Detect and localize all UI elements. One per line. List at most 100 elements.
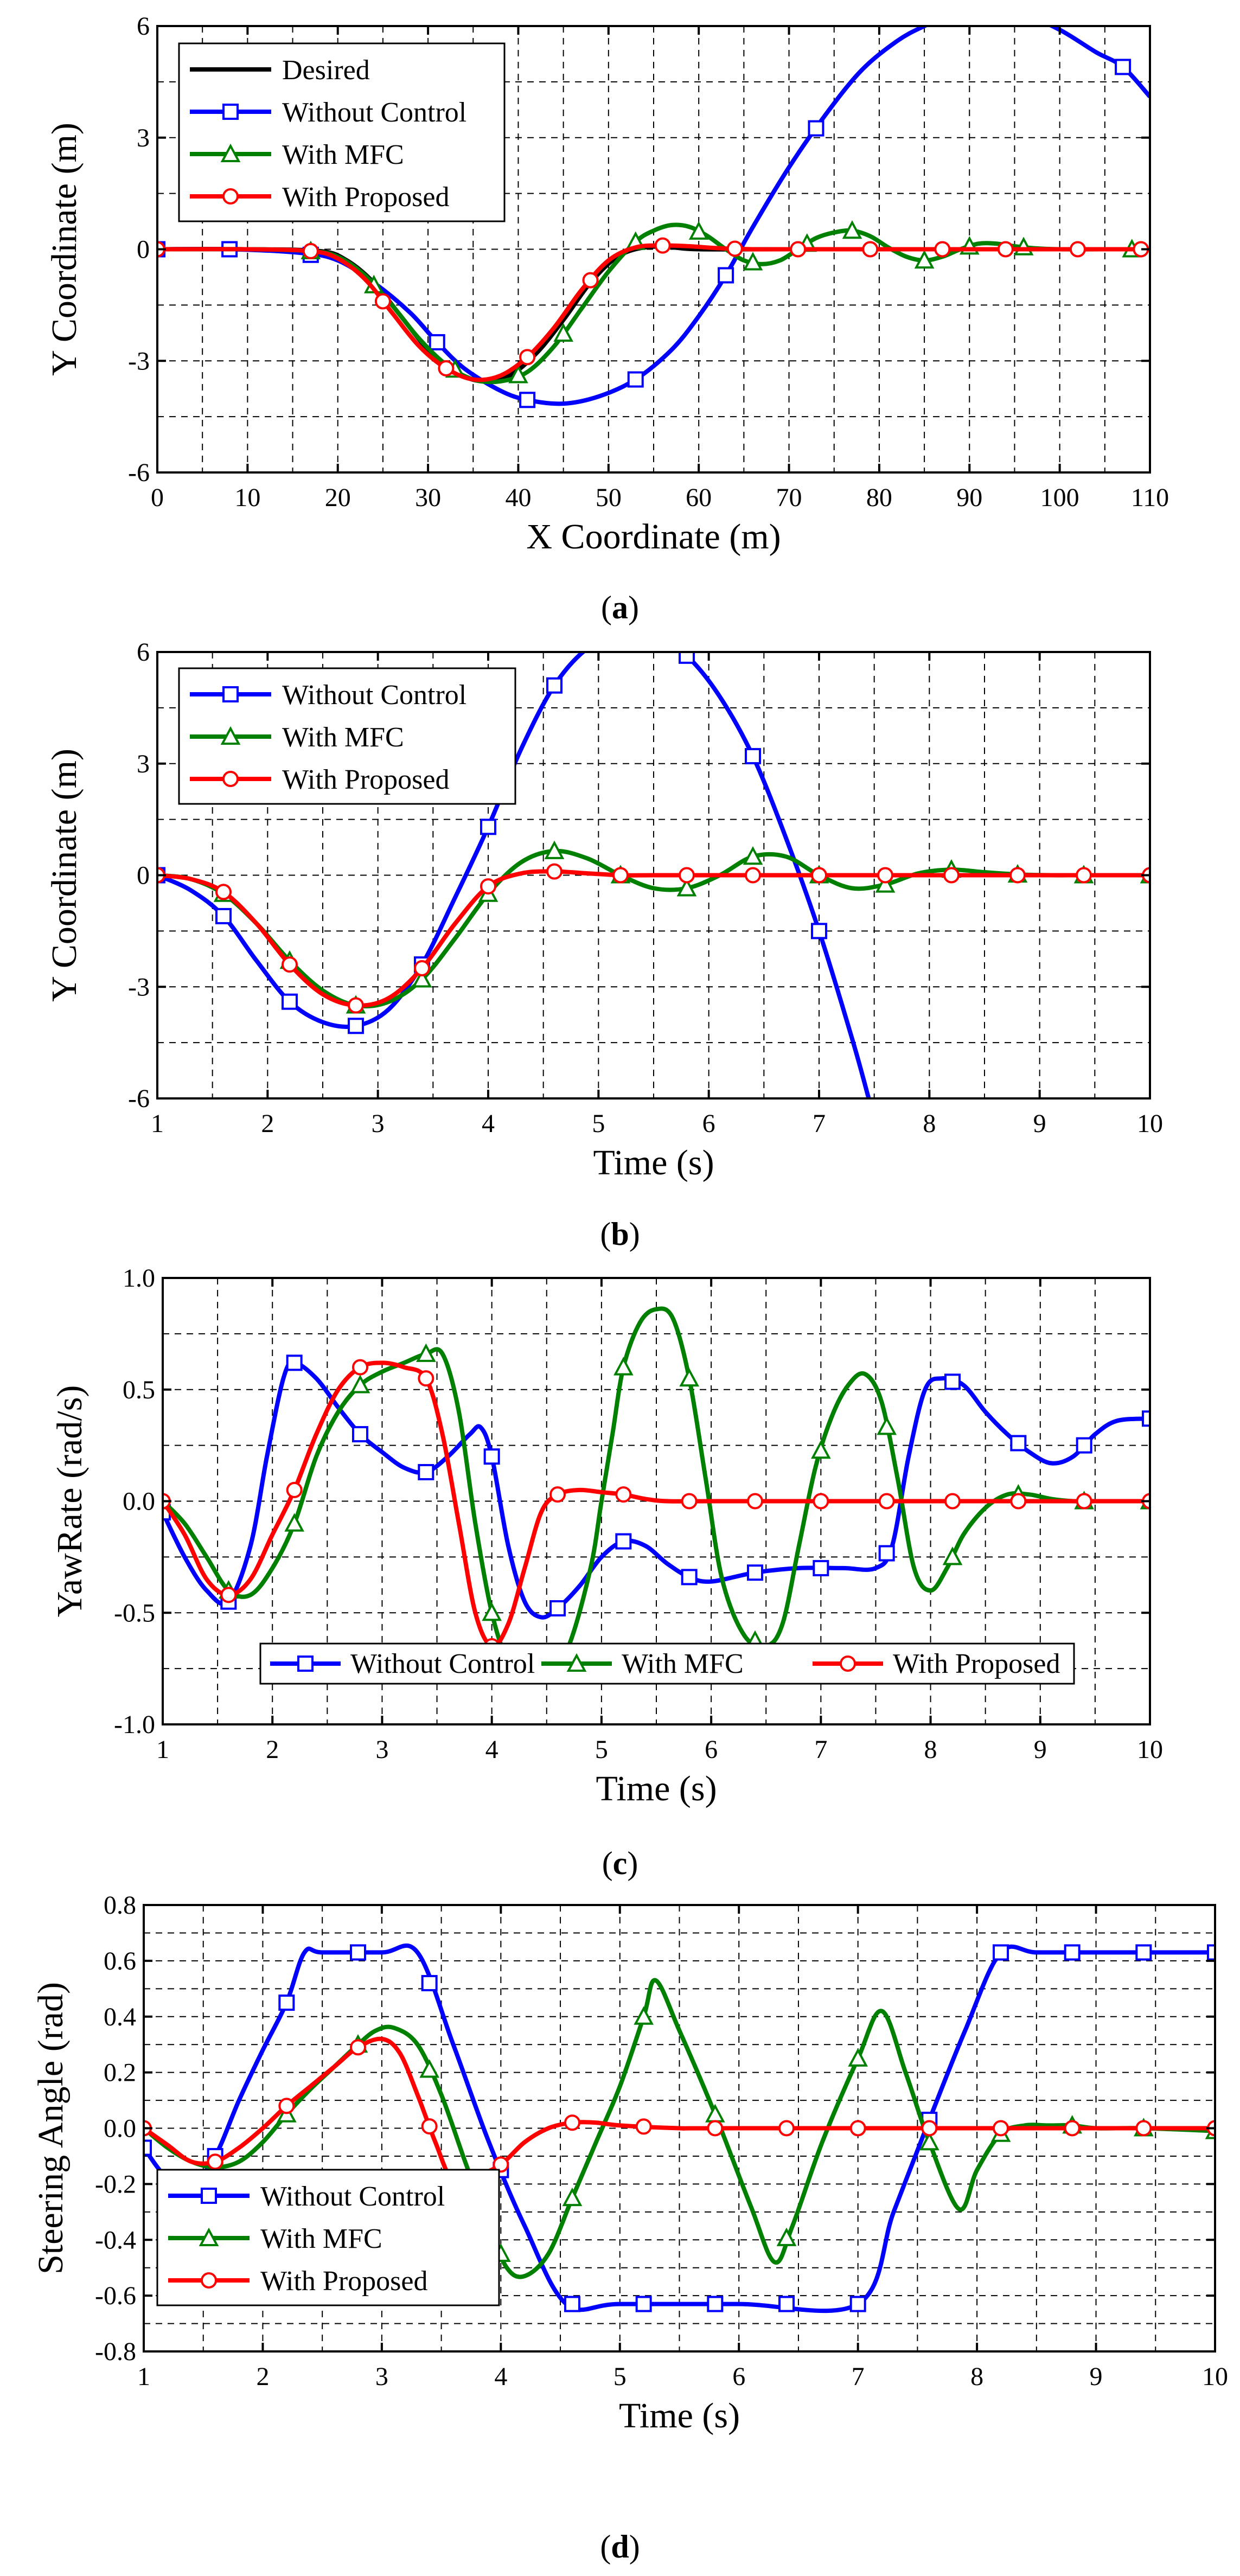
legend-marker bbox=[223, 687, 238, 701]
series-marker bbox=[615, 1359, 631, 1375]
x-axis-title: Time (s) bbox=[619, 2396, 740, 2436]
legend-marker bbox=[202, 2273, 216, 2287]
legend-label: With MFC bbox=[260, 2223, 382, 2254]
series-marker bbox=[584, 273, 598, 287]
y-axis-title: Steering Angle (rad) bbox=[31, 1982, 71, 2274]
series-marker bbox=[613, 868, 628, 883]
series-marker bbox=[879, 1418, 895, 1434]
series-marker bbox=[279, 1996, 293, 2010]
y-tick-label: -0.6 bbox=[95, 2281, 136, 2310]
x-tick-label: 7 bbox=[852, 2362, 865, 2391]
legend: Without Control With MFC With Proposed bbox=[179, 668, 515, 804]
legend-marker bbox=[223, 772, 238, 786]
legend: Without Control With MFC With Proposed bbox=[260, 1644, 1074, 1684]
x-tick-label: 6 bbox=[702, 1109, 715, 1138]
series-marker bbox=[680, 649, 694, 663]
y-tick-label: 0 bbox=[137, 861, 150, 890]
y-tick-label: 1.0 bbox=[123, 1264, 155, 1293]
series-marker bbox=[637, 2119, 651, 2133]
x-tick-label: 30 bbox=[415, 483, 441, 512]
series-marker bbox=[779, 2121, 794, 2136]
series-marker bbox=[208, 2155, 222, 2169]
series-marker bbox=[551, 1601, 565, 1615]
series-marker bbox=[779, 2297, 794, 2311]
series-marker bbox=[1136, 1945, 1150, 1959]
series-marker bbox=[565, 2297, 579, 2311]
panel-d-caption: (d) bbox=[600, 2529, 640, 2565]
series-marker bbox=[1065, 2121, 1079, 2136]
figure-canvas: 0 10 20 30 40 50 60 70 80 90 100 110-6-3036X Coordi… bbox=[0, 0, 1240, 2576]
y-tick-label: 0 bbox=[137, 235, 150, 264]
legend-label: With Proposed bbox=[260, 2266, 427, 2297]
series-marker bbox=[935, 242, 949, 257]
x-tick-label: 1 bbox=[151, 1109, 164, 1138]
x-tick-label: 1 bbox=[137, 2362, 150, 2391]
series-marker bbox=[1071, 242, 1085, 257]
series-marker bbox=[547, 865, 561, 879]
x-tick-label: 5 bbox=[592, 1109, 605, 1138]
series-marker bbox=[719, 269, 733, 283]
series-marker bbox=[791, 242, 805, 257]
series-marker bbox=[423, 1976, 437, 1990]
x-tick-label: 5 bbox=[595, 1735, 608, 1764]
x-tick-label: 6 bbox=[732, 2362, 745, 2391]
legend-marker bbox=[202, 2189, 216, 2203]
x-tick-label: 70 bbox=[776, 483, 802, 512]
x-tick-label: 3 bbox=[375, 2362, 388, 2391]
series-marker bbox=[945, 1375, 960, 1389]
chart-panel-b: 1 2 3 4 5 6 7 8 9 10 -6 -3 0 3 6 Time (s) Y Coordinate (… bbox=[44, 632, 1163, 1182]
x-tick-label: 10 bbox=[234, 483, 260, 512]
series-marker bbox=[878, 868, 892, 883]
x-tick-label: 6 bbox=[705, 1735, 718, 1764]
chart-panel-a: 0 10 20 30 40 50 60 70 80 90 100 110-6-3036X Coordi… bbox=[44, 9, 1169, 557]
series-marker bbox=[419, 1371, 433, 1385]
series-marker bbox=[809, 122, 823, 136]
series-marker bbox=[1065, 1945, 1079, 1959]
legend-label: With Proposed bbox=[282, 182, 449, 213]
series-marker bbox=[1011, 1436, 1025, 1450]
series-marker bbox=[851, 2121, 865, 2136]
y-tick-label: 0.4 bbox=[104, 2003, 136, 2031]
series-marker bbox=[481, 820, 495, 834]
series-marker bbox=[707, 2106, 723, 2121]
series-marker bbox=[680, 868, 694, 883]
x-axis-title: Time (s) bbox=[596, 1769, 717, 1808]
y-tick-label: 6 bbox=[137, 12, 150, 41]
legend: DesiredWithout ControlWith MFCWith Propo… bbox=[179, 43, 504, 221]
x-tick-label: 9 bbox=[1090, 2362, 1103, 2391]
y-tick-label: 3 bbox=[137, 750, 150, 778]
legend-label: Without Control bbox=[350, 1648, 535, 1679]
y-tick-label: -6 bbox=[128, 458, 150, 487]
series-marker bbox=[629, 373, 643, 387]
series-marker bbox=[216, 885, 231, 899]
chart-panel-c: 1 2 3 4 5 6 7 8 9 10-1.0-0.50.00.51.0Time (s)YawR… bbox=[50, 1264, 1163, 1808]
x-tick-label: 2 bbox=[261, 1109, 274, 1138]
x-tick-label: 4 bbox=[482, 1109, 495, 1138]
x-tick-label: 90 bbox=[956, 483, 982, 512]
series-marker bbox=[221, 1588, 235, 1602]
y-tick-label: 0.2 bbox=[104, 2059, 136, 2087]
series-marker bbox=[1077, 868, 1091, 883]
series-marker bbox=[216, 909, 231, 923]
x-tick-label: 9 bbox=[1034, 1735, 1047, 1764]
series-marker bbox=[286, 1516, 303, 1531]
series-marker bbox=[999, 242, 1013, 257]
y-axis-title: Y Coordinate (m) bbox=[44, 123, 84, 376]
series-with-proposed bbox=[150, 239, 1150, 380]
series-marker bbox=[812, 924, 826, 938]
series-marker bbox=[616, 1535, 630, 1549]
series-marker bbox=[551, 1487, 565, 1501]
series-marker bbox=[353, 1360, 367, 1375]
x-axis-title: X Coordinate (m) bbox=[526, 517, 781, 557]
series-marker bbox=[376, 295, 390, 309]
series-marker bbox=[850, 2050, 866, 2066]
series-marker bbox=[748, 1565, 762, 1580]
panel-c-caption: (c) bbox=[602, 1845, 638, 1881]
series-marker bbox=[1011, 868, 1025, 883]
series-marker bbox=[287, 1356, 302, 1370]
x-tick-label: 8 bbox=[924, 1735, 937, 1764]
series-marker bbox=[349, 999, 363, 1013]
series-marker bbox=[1011, 1494, 1025, 1508]
x-tick-label: 8 bbox=[923, 1109, 936, 1138]
series-marker bbox=[944, 868, 958, 883]
